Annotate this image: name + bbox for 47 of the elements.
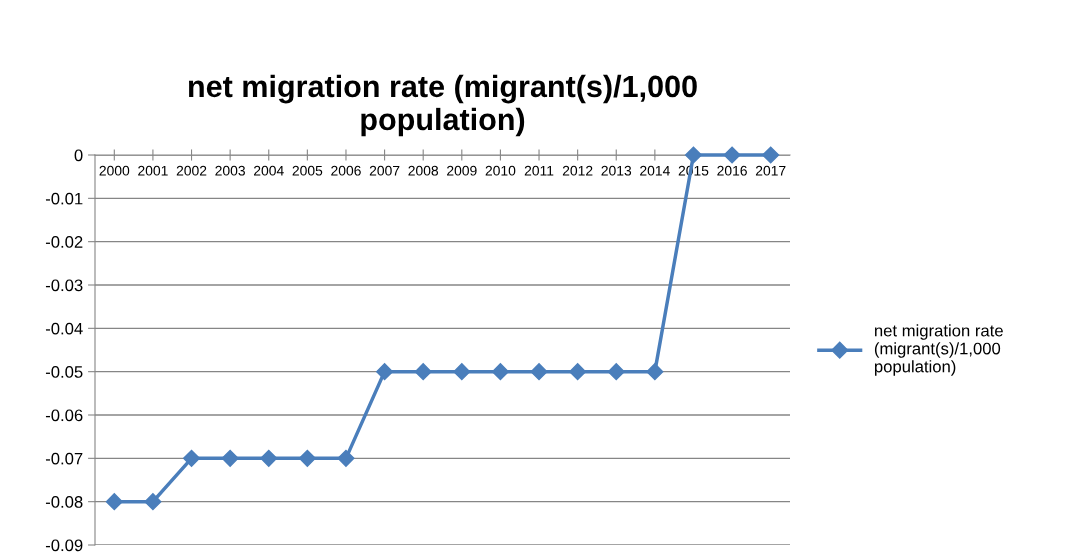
- point: [607, 363, 625, 381]
- point: [453, 363, 471, 381]
- y-tick-label: -0.07: [45, 452, 83, 465]
- x-tick-label: 2006: [331, 165, 361, 176]
- x-tick-label: 2014: [640, 165, 670, 176]
- y-tick-label: 0: [74, 149, 83, 162]
- point: [144, 493, 162, 511]
- point: [298, 449, 316, 467]
- y-tick-label: -0.02: [45, 236, 83, 248]
- x-tick-label: 2009: [447, 165, 477, 176]
- x-tick-label: 2000: [99, 165, 130, 176]
- y-tick-label: -0.04: [45, 322, 83, 335]
- y-tick-label: -0.01: [45, 192, 83, 205]
- chart-title: net migration rate (migrant(s)/1,000 population): [188, 74, 697, 137]
- point: [221, 449, 239, 467]
- y-tick-label: -0.03: [45, 279, 83, 292]
- x-tick-label: 2013: [601, 165, 632, 176]
- x-tick-label: 2016: [717, 165, 747, 176]
- y-tick-label: -0.08: [45, 496, 83, 508]
- x-tick-label: 2005: [292, 165, 323, 176]
- x-tick-label: 2002: [176, 165, 207, 176]
- x-tick-label: 2007: [369, 165, 400, 176]
- point: [646, 363, 664, 381]
- y-tick-label: -0.09: [45, 539, 83, 552]
- point: [723, 146, 741, 164]
- x-tick-label: 2012: [562, 165, 593, 176]
- x-tick-label: 2001: [138, 165, 168, 176]
- y-tick-label: -0.05: [45, 366, 83, 378]
- x-tick-label: 2011: [524, 165, 554, 176]
- x-tick-label: 2004: [254, 165, 284, 176]
- x-tick-label: 2010: [485, 165, 516, 176]
- point: [530, 363, 548, 381]
- x-tick-label: 2017: [755, 165, 786, 176]
- point: [376, 363, 394, 381]
- point: [414, 363, 432, 381]
- point: [491, 363, 509, 381]
- point: [569, 363, 587, 381]
- y-tick-label: -0.06: [45, 409, 83, 422]
- point: [337, 449, 355, 467]
- point: [105, 493, 123, 511]
- x-tick-label: 2003: [215, 165, 245, 176]
- point: [182, 449, 201, 467]
- x-tick-label: 2008: [408, 165, 439, 176]
- point: [684, 146, 703, 164]
- point: [762, 146, 780, 164]
- point: [260, 449, 278, 467]
- legend-label: net migration rate (migrant(s)/1,000 population): [874, 324, 1003, 376]
